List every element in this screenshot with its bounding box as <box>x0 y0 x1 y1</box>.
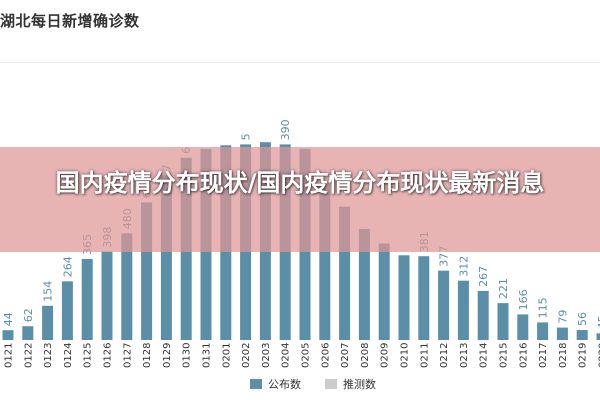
bar-0214[interactable] <box>477 290 489 340</box>
value-label-0219: 56 <box>576 312 589 326</box>
bar-0209[interactable] <box>378 243 390 340</box>
bar-0218[interactable] <box>556 327 568 340</box>
legend-item-announced[interactable]: 公布数 <box>250 376 301 392</box>
x-tick-0205: 0205 <box>301 343 312 368</box>
bar-0123[interactable] <box>42 305 54 340</box>
legend-label-estimated: 推测数 <box>343 378 376 391</box>
value-label-0217: 115 <box>537 297 550 318</box>
x-tick-0125: 0125 <box>83 343 94 368</box>
bar-0207[interactable] <box>339 206 351 340</box>
bar-0220[interactable] <box>596 333 600 340</box>
legend: 公布数 推测数 <box>250 376 376 392</box>
x-tick-0213: 0213 <box>459 343 470 368</box>
bar-0212[interactable] <box>438 270 450 340</box>
x-tick-0206: 0206 <box>320 343 331 368</box>
bar-0126[interactable] <box>101 251 113 340</box>
x-tick-0210: 0210 <box>400 343 411 368</box>
chart-title: 湖北每日新增确诊数 <box>0 12 140 30</box>
x-tick-0212: 0212 <box>439 343 450 368</box>
bar-0125[interactable] <box>81 258 93 340</box>
value-label-0213: 312 <box>457 256 470 277</box>
x-tick-0131: 0131 <box>202 343 213 368</box>
x-tick-0127: 0127 <box>122 343 133 368</box>
x-tick-0123: 0123 <box>43 343 54 368</box>
x-tick-0204: 0204 <box>281 343 292 368</box>
x-tick-0129: 0129 <box>162 343 173 368</box>
value-label-0121: 44 <box>2 312 15 326</box>
divider <box>0 62 600 63</box>
bar-0127[interactable] <box>121 233 133 340</box>
headline-text: 国内疫情分布现状/国内疫情分布现状最新消息 <box>55 169 545 197</box>
value-label-0202: 5 <box>240 133 253 140</box>
x-tick-0217: 0217 <box>538 343 549 368</box>
value-label-0216: 166 <box>517 289 530 310</box>
legend-label-announced: 公布数 <box>268 378 301 391</box>
x-tick-0214: 0214 <box>479 343 490 368</box>
bar-0129[interactable] <box>160 175 172 340</box>
x-tick-0211: 0211 <box>419 343 430 368</box>
bar-0216[interactable] <box>517 314 529 340</box>
value-label-0204: 390 <box>279 119 292 140</box>
value-label-0214: 267 <box>477 266 490 287</box>
bar-0208[interactable] <box>358 228 370 340</box>
x-tick-0216: 0216 <box>518 343 529 368</box>
x-tick-0218: 0218 <box>558 343 569 368</box>
x-tick-0219: 0219 <box>578 343 589 368</box>
value-label-0124: 264 <box>61 256 74 277</box>
bar-0219[interactable] <box>576 330 588 340</box>
x-tick-0203: 0203 <box>261 343 272 368</box>
bar-0121[interactable] <box>2 330 14 340</box>
bar-0124[interactable] <box>61 281 73 340</box>
value-label-0215: 221 <box>497 278 510 299</box>
x-tick-0215: 0215 <box>499 343 510 368</box>
x-tick-0202: 0202 <box>241 343 252 368</box>
x-tick-0121: 0121 <box>4 343 15 368</box>
x-tick-0209: 0209 <box>380 343 391 368</box>
bar-0206[interactable] <box>319 184 331 340</box>
bar-0210[interactable] <box>398 255 410 340</box>
x-tick-0122: 0122 <box>23 343 34 368</box>
bar-0122[interactable] <box>22 326 34 340</box>
value-label-0122: 62 <box>22 308 35 322</box>
legend-swatch-announced <box>250 379 262 389</box>
x-tick-0207: 0207 <box>340 343 351 368</box>
x-tick-0128: 0128 <box>142 343 153 368</box>
x-tick-0201: 0201 <box>221 343 232 368</box>
legend-swatch-estimated <box>325 379 337 389</box>
x-tick-0130: 0130 <box>182 343 193 368</box>
x-tick-0124: 0124 <box>63 343 74 368</box>
headline-banner <box>0 147 600 252</box>
bar-0211[interactable] <box>418 256 430 340</box>
bar-0128[interactable] <box>141 202 153 340</box>
value-label-0220: 45 <box>596 315 600 329</box>
x-tick-0208: 0208 <box>360 343 371 368</box>
bar-0217[interactable] <box>537 322 549 340</box>
value-label-0123: 154 <box>42 281 55 302</box>
x-tick-labels-group: 0121 0122 0123 0124 0125 0126 0127 0128 0129 0130… <box>4 343 600 368</box>
bar-0215[interactable] <box>497 303 509 340</box>
value-label-0218: 79 <box>556 310 569 324</box>
legend-item-estimated[interactable]: 推测数 <box>325 376 376 392</box>
x-tick-0126: 0126 <box>103 343 114 368</box>
x-tick-0220: 0220 <box>598 343 600 368</box>
bar-0213[interactable] <box>457 280 469 340</box>
